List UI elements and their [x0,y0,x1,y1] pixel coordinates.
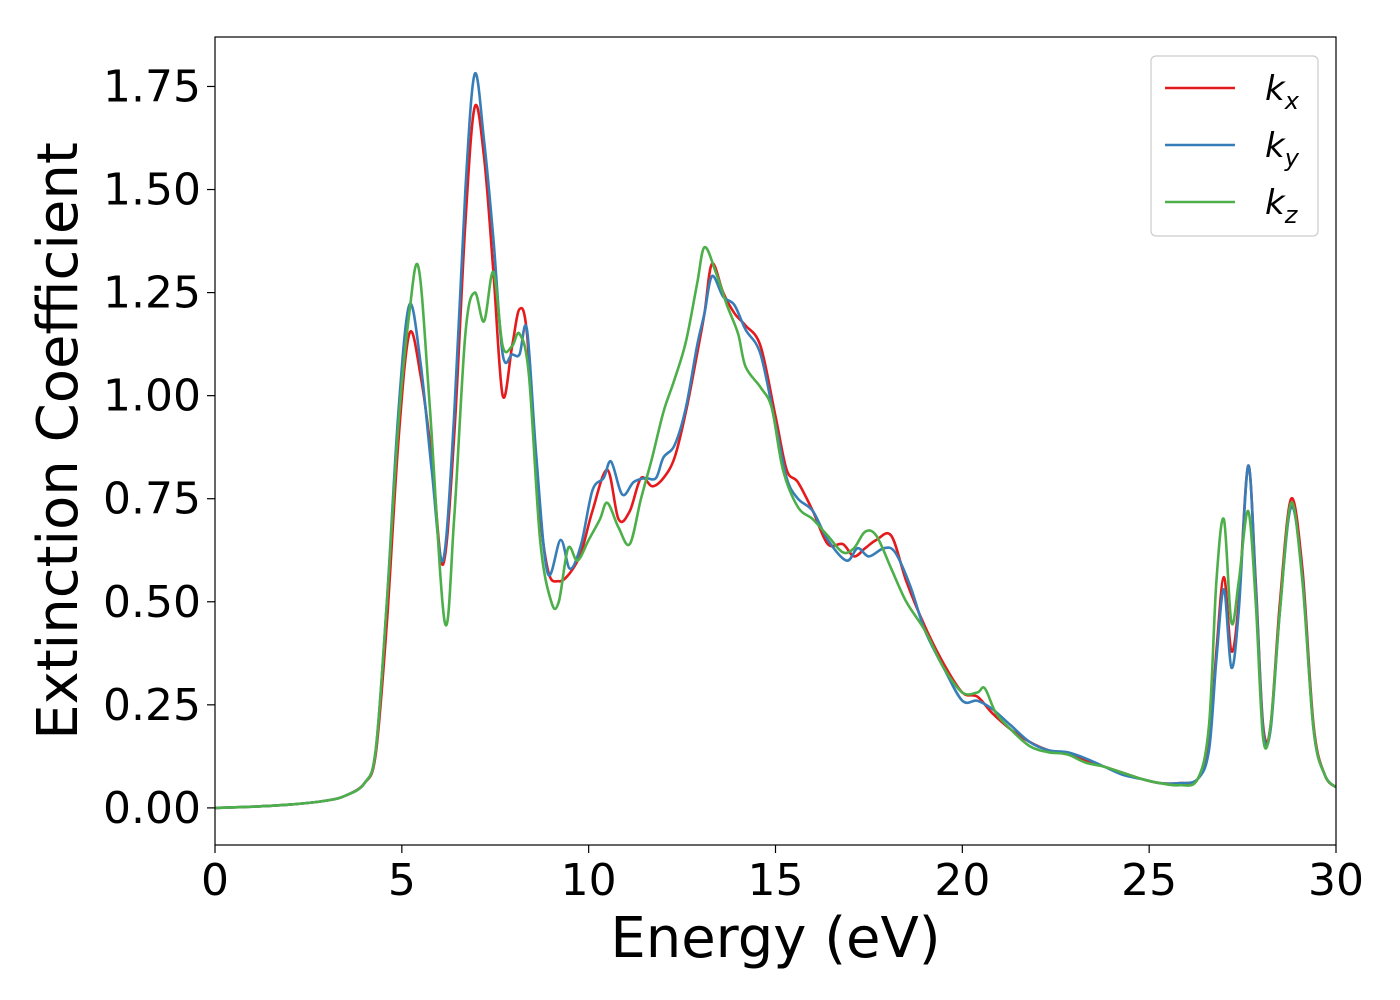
x-tick-label: 20 [934,855,990,906]
y-tick-label: 1.75 [103,61,201,112]
legend-label-sub: x [1284,87,1300,115]
x-axis-label: Energy (eV) [610,906,940,971]
x-tick-label: 30 [1308,855,1364,906]
y-tick-label: 0.25 [103,680,201,731]
legend-label-sub: y [1284,144,1300,172]
x-axis: 0 5 10 15 20 25 30 [201,845,1364,906]
y-tick-label: 0.50 [103,577,201,628]
series-line-kz [215,245,1336,810]
legend-label-sub: z [1284,201,1299,229]
y-tick-label: 1.25 [103,268,201,319]
y-axis: 0.00 0.25 0.50 0.75 1.00 1.25 1.50 1.75 [103,61,215,834]
x-tick-label: 25 [1121,855,1177,906]
legend-label-base: k [1265,126,1286,166]
x-tick-label: 15 [748,855,804,906]
y-axis-label: Extinction Coefficient [26,142,91,740]
legend-label-ky: ky [1265,126,1300,172]
legend-label-base: k [1265,69,1286,109]
legend-label-kx: kx [1265,69,1300,115]
x-tick-label: 5 [388,855,416,906]
x-tick-label: 10 [561,855,617,906]
series-layer [215,71,1336,810]
y-tick-label: 0.75 [103,474,201,525]
series-line-ky [215,71,1336,810]
legend-label-base: k [1265,183,1286,223]
y-tick-label: 0.00 [103,783,201,834]
x-tick-label: 0 [201,855,229,906]
y-tick-label: 1.50 [103,165,201,216]
legend-label-kz: kz [1265,183,1299,229]
y-tick-label: 1.00 [103,371,201,422]
